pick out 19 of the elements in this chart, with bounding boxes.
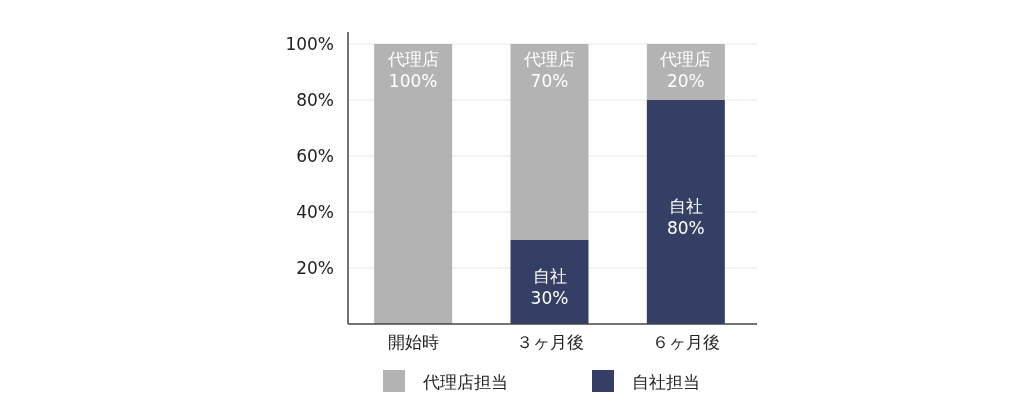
y-tick-label: 80% xyxy=(296,90,334,110)
y-tick-label: 60% xyxy=(296,146,334,166)
data-label: 代理店 20% xyxy=(659,49,712,91)
bar xyxy=(510,44,589,240)
y-tick-label: 100% xyxy=(285,34,334,54)
bar xyxy=(646,100,725,324)
legend-label: 代理店担当 xyxy=(422,372,508,392)
x-tick-label: ３ヶ月後 xyxy=(515,332,584,352)
bar xyxy=(510,240,589,324)
data-label: 代理店 100% xyxy=(386,49,439,91)
data-label: 代理店 70% xyxy=(523,49,575,91)
y-tick-label: 20% xyxy=(296,258,334,278)
x-tick-label: ６ヶ月後 xyxy=(651,332,720,352)
y-tick-label: 40% xyxy=(296,202,334,222)
x-tick-label: 開始時 xyxy=(387,332,439,352)
legend-label: 自社担当 xyxy=(632,372,700,392)
data-label: 自社 80% xyxy=(666,196,705,238)
data-label: 自社 30% xyxy=(530,266,569,308)
bar xyxy=(374,44,453,324)
